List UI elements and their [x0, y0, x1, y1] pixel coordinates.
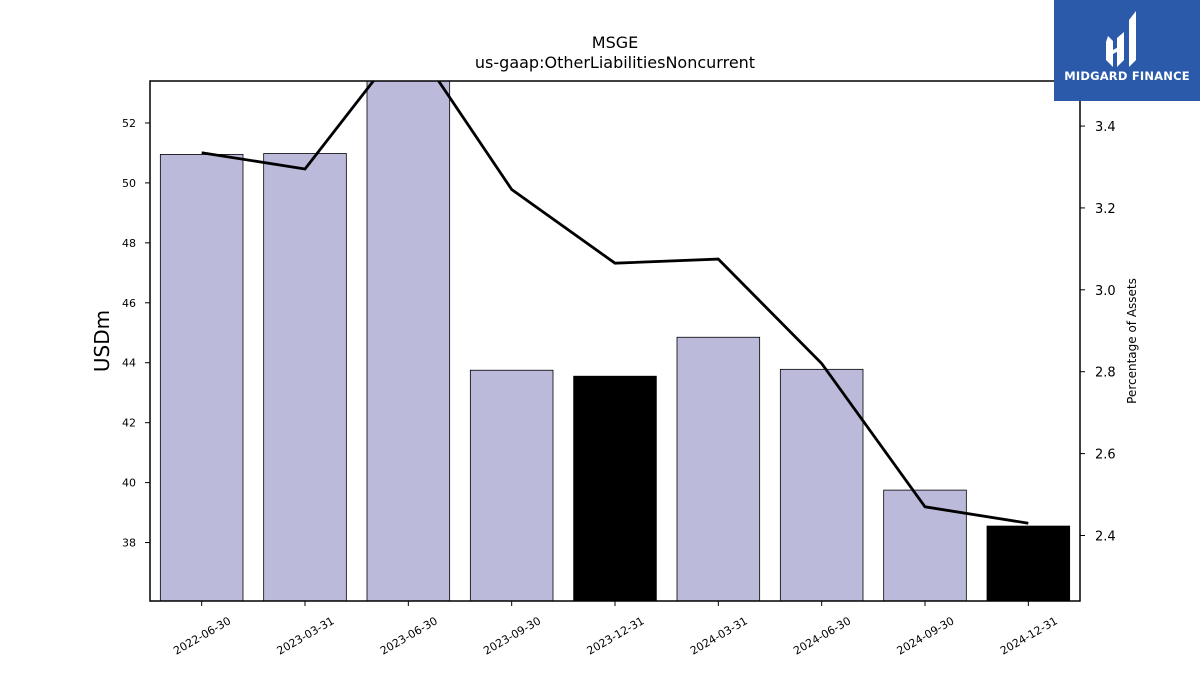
x-tick-label: 2024-09-30	[895, 614, 957, 657]
y2-tick-label: 2.8	[1095, 366, 1116, 381]
bar-2023-06-30	[366, 81, 451, 601]
line-group	[201, 81, 1029, 525]
percentage-line	[201, 81, 1029, 525]
x-tick-label: 2023-09-30	[481, 614, 543, 657]
y-tick-label: 38	[122, 537, 136, 550]
x-tick-label: 2023-12-31	[585, 614, 647, 657]
y2-axis-label: Percentage of Assets	[1125, 278, 1139, 404]
y-tick-label: 40	[122, 477, 136, 490]
y-tick-label: 48	[122, 237, 136, 250]
y-axis-label: USDm	[90, 310, 114, 372]
logo: MIDGARD FINANCE	[1054, 0, 1200, 101]
x-tick-label: 2024-12-31	[998, 614, 1060, 657]
y2-tick-label: 3.2	[1095, 202, 1116, 217]
chart-subtitle: us-gaap:OtherLiabilitiesNoncurrent	[475, 53, 755, 72]
bar-2023-12-31	[573, 375, 657, 601]
y2-tick-label: 3.4	[1095, 120, 1116, 135]
y-tick-label: 46	[122, 297, 136, 310]
y-tick-label: 42	[122, 417, 136, 430]
x-tick-label: 2024-03-31	[688, 614, 750, 657]
y-tick-label: 44	[122, 357, 136, 370]
x-tick-label: 2022-06-30	[171, 614, 233, 657]
x-tick-label: 2024-06-30	[791, 614, 853, 657]
y-tick-label: 50	[122, 177, 136, 190]
y2-tick-label: 2.6	[1095, 448, 1116, 463]
bar-2024-09-30	[883, 489, 967, 601]
bar-2024-12-31	[986, 525, 1071, 601]
bar-2022-06-30	[159, 154, 244, 601]
logo-mark-icon	[1106, 11, 1136, 67]
y2-tick-label: 3.0	[1095, 284, 1116, 299]
logo-text: MIDGARD FINANCE	[1064, 69, 1190, 83]
bar-2024-06-30	[779, 368, 864, 601]
bar-2024-03-31	[676, 336, 761, 601]
bar-2023-03-31	[263, 153, 347, 601]
y-tick-label: 52	[122, 117, 136, 130]
x-tick-label: 2023-03-31	[275, 614, 337, 657]
bar-2023-09-30	[469, 369, 554, 601]
bars-group	[159, 81, 1071, 601]
y2-tick-label: 2.4	[1095, 529, 1116, 544]
chart-title: MSGE	[592, 33, 638, 52]
x-tick-label: 2023-06-30	[378, 614, 440, 657]
